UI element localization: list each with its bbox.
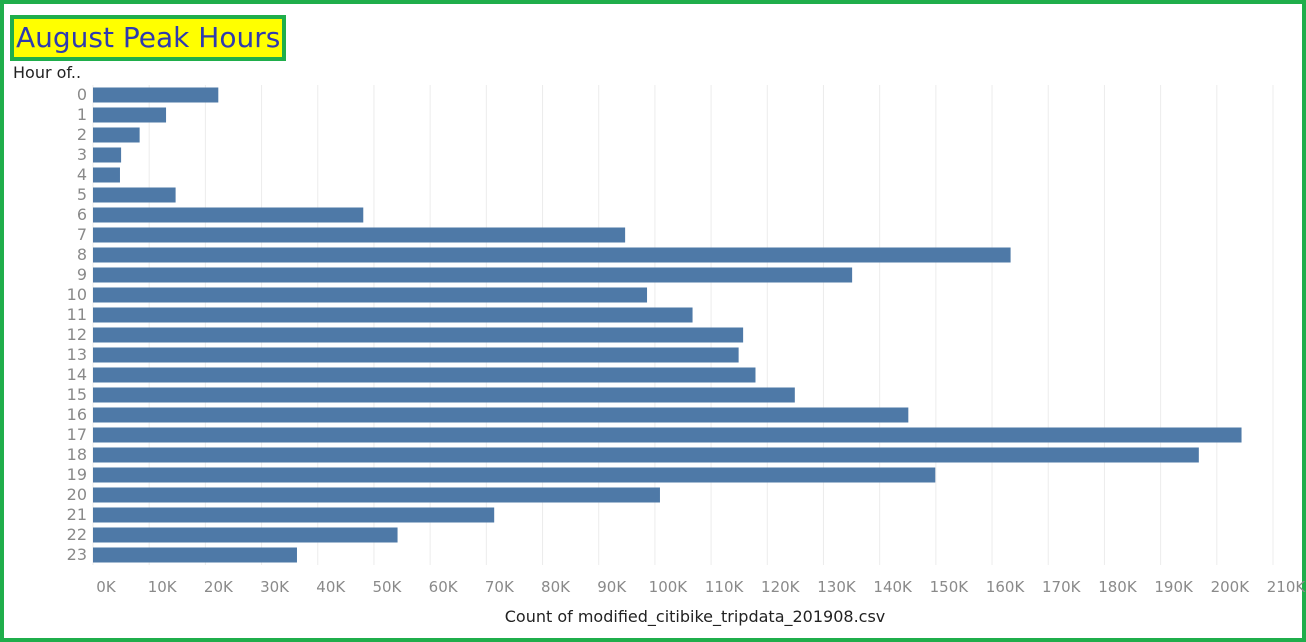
x-tick-label: 160K xyxy=(986,578,1026,596)
x-tick-labels: 0K 10K 20K 30K 40K 50K 60K 70K 80K 90K 100K 110K 120… xyxy=(96,578,1306,596)
x-tick-label: 20K xyxy=(204,578,234,596)
y-tick-label: 16 xyxy=(67,405,87,424)
x-tick-label: 110K xyxy=(705,578,745,596)
bar-hour-14[interactable] xyxy=(93,368,755,383)
y-tick-label: 22 xyxy=(67,525,87,544)
y-tick-label: 10 xyxy=(67,285,87,304)
bar-hour-22[interactable] xyxy=(93,528,398,543)
x-tick-label: 210K xyxy=(1267,578,1306,596)
y-tick-label: 21 xyxy=(67,505,87,524)
y-tick-label: 2 xyxy=(77,125,87,144)
x-tick-label: 200K xyxy=(1211,578,1251,596)
x-tick-label: 70K xyxy=(485,578,515,596)
x-tick-label: 120K xyxy=(761,578,801,596)
x-tick-label: 140K xyxy=(873,578,913,596)
bar-hour-10[interactable] xyxy=(93,288,647,303)
x-tick-label: 130K xyxy=(817,578,857,596)
y-tick-label: 5 xyxy=(77,185,87,204)
x-tick-label: 100K xyxy=(649,578,689,596)
y-tick-label: 12 xyxy=(67,325,87,344)
y-tick-label: 1 xyxy=(77,105,87,124)
bar-hour-17[interactable] xyxy=(93,428,1242,443)
bar-hour-4[interactable] xyxy=(93,168,120,183)
x-tick-label: 80K xyxy=(541,578,571,596)
y-tick-label: 9 xyxy=(77,265,87,284)
y-tick-label: 0 xyxy=(77,85,87,104)
x-tick-label: 30K xyxy=(260,578,290,596)
y-tick-label: 15 xyxy=(67,385,87,404)
y-tick-label: 19 xyxy=(67,465,87,484)
y-tick-label: 23 xyxy=(67,545,87,564)
y-tick-label: 7 xyxy=(77,225,87,244)
bar-hour-23[interactable] xyxy=(93,548,297,563)
y-tick-label: 8 xyxy=(77,245,87,264)
x-axis-title: Count of modified_citibike_tripdata_2019… xyxy=(430,607,960,626)
bar-hour-11[interactable] xyxy=(93,308,693,323)
x-tick-label: 50K xyxy=(372,578,402,596)
bar-hour-1[interactable] xyxy=(93,108,166,123)
bar-hour-6[interactable] xyxy=(93,208,363,223)
bar-hour-16[interactable] xyxy=(93,408,908,423)
bar-hour-8[interactable] xyxy=(93,248,1011,263)
x-tick-label: 180K xyxy=(1098,578,1138,596)
bar-hour-21[interactable] xyxy=(93,508,494,523)
y-tick-label: 20 xyxy=(67,485,87,504)
bar-hour-19[interactable] xyxy=(93,468,935,483)
x-tick-label: 190K xyxy=(1154,578,1194,596)
bar-hour-0[interactable] xyxy=(93,88,218,103)
y-tick-label: 17 xyxy=(67,425,87,444)
bar-hour-3[interactable] xyxy=(93,148,121,163)
y-tick-label: 13 xyxy=(67,345,87,364)
y-tick-label: 18 xyxy=(67,445,87,464)
bar-hour-15[interactable] xyxy=(93,388,795,403)
x-tick-label: 0K xyxy=(96,578,117,596)
bar-hour-2[interactable] xyxy=(93,128,140,143)
y-tick-label: 11 xyxy=(67,305,87,324)
bar-hour-13[interactable] xyxy=(93,348,739,363)
y-tick-label: 4 xyxy=(77,165,87,184)
bar-hour-5[interactable] xyxy=(93,188,176,203)
bar-hour-20[interactable] xyxy=(93,488,660,503)
y-tick-label: 3 xyxy=(77,145,87,164)
x-tick-label: 10K xyxy=(148,578,178,596)
bar-hour-7[interactable] xyxy=(93,228,625,243)
y-tick-label: 14 xyxy=(67,365,87,384)
x-tick-label: 150K xyxy=(930,578,970,596)
x-tick-label: 60K xyxy=(429,578,459,596)
bar-hour-18[interactable] xyxy=(93,448,1199,463)
y-tick-label: 6 xyxy=(77,205,87,224)
bars xyxy=(93,88,1242,563)
bar-hour-12[interactable] xyxy=(93,328,743,343)
bar-hour-9[interactable] xyxy=(93,268,852,283)
x-tick-label: 170K xyxy=(1042,578,1082,596)
x-tick-label: 90K xyxy=(597,578,627,596)
x-tick-label: 40K xyxy=(316,578,346,596)
